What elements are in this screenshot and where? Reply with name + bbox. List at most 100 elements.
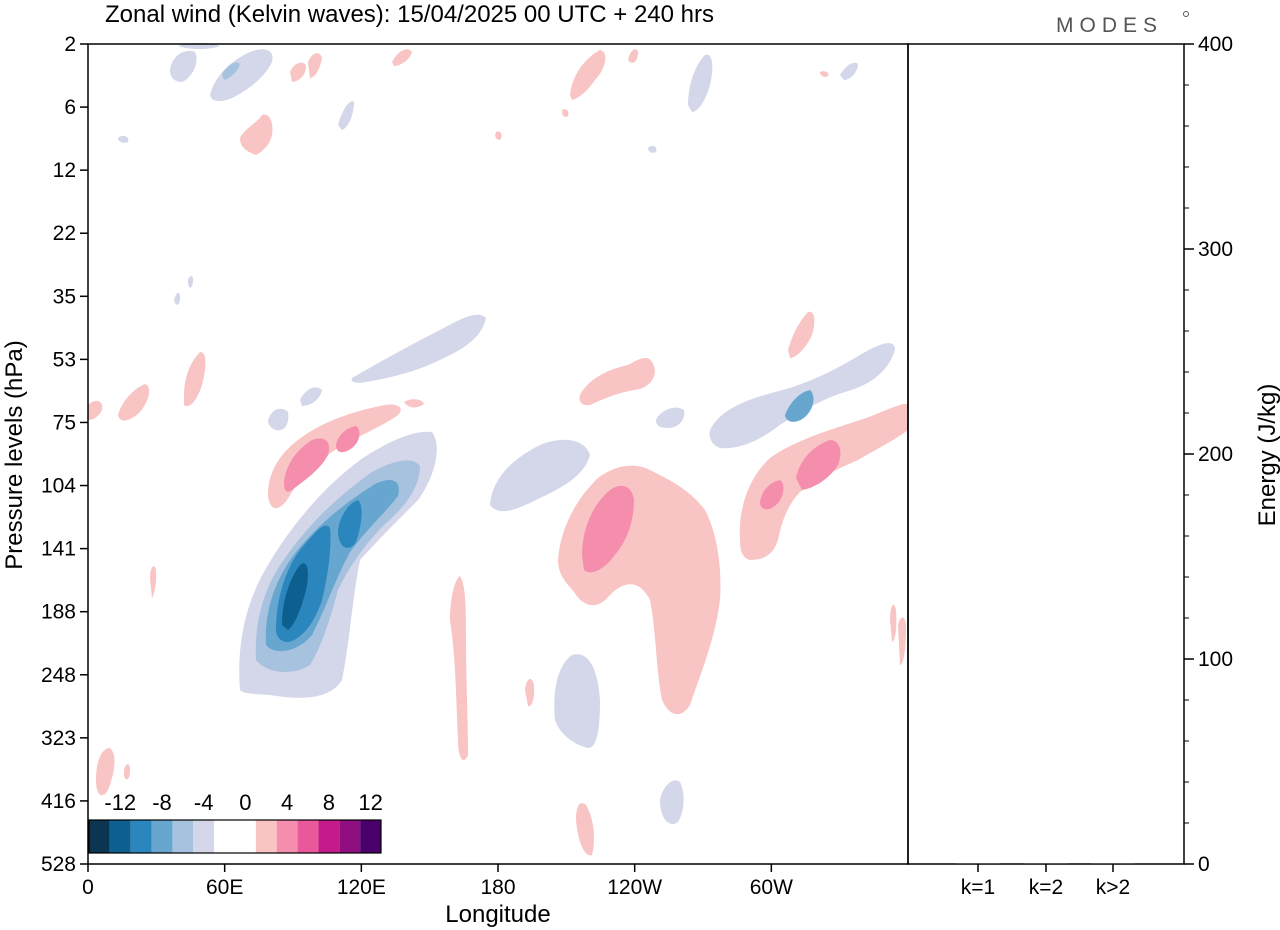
x-tick-label: 60E — [206, 876, 243, 899]
contour-pos-17 — [525, 678, 535, 707]
contour-neg-9 — [300, 387, 322, 406]
contour-pos-27 — [124, 764, 130, 780]
colorbar: -12 -8 -4 0 4 8 12 — [88, 790, 383, 854]
y-tick-label: 528 — [41, 853, 76, 876]
contour-neg-20 — [840, 62, 858, 80]
colorbar-swatch — [109, 820, 131, 853]
colorbar-label: 8 — [323, 790, 335, 815]
x-tick-label: 0 — [82, 876, 94, 899]
y-tick-label: 141 — [41, 538, 76, 561]
contour-pos-4 — [284, 438, 330, 492]
contour-pos-2 — [582, 485, 634, 573]
y-tick-label: 6 — [64, 96, 76, 119]
y-tick-label: 75 — [53, 411, 76, 434]
contour-neg-17 — [210, 49, 273, 102]
chart-title: Zonal wind (Kelvin waves): 15/04/2025 00… — [105, 1, 714, 28]
contour-pos-26 — [150, 566, 157, 598]
y-tick-label: 323 — [41, 727, 76, 750]
contour-pos-9 — [579, 358, 655, 406]
contour-pos-13 — [184, 352, 206, 407]
y-tick-label: 35 — [53, 285, 76, 308]
colorbar-frame — [88, 819, 382, 854]
colorbar-label: -12 — [104, 790, 136, 815]
pressure-axis: 2 6 12 22 35 53 75 104 141 188 248 323 416 528 — [41, 33, 88, 876]
y-tick-label: 188 — [41, 601, 76, 624]
y-tick-label: 104 — [41, 475, 76, 498]
longitude-axis: 0 60E 120E 180 120W 60W — [82, 864, 793, 899]
colorbar-label: -4 — [194, 790, 214, 815]
contour-neg-23 — [188, 276, 194, 288]
contour-pos-31 — [820, 71, 829, 77]
colorbar-label: 0 — [239, 790, 251, 815]
y-tick-label: 2 — [64, 33, 76, 56]
contour-pos-14 — [450, 576, 468, 760]
contour-neg-10 — [490, 439, 590, 512]
energy-tick-label: 400 — [1198, 33, 1233, 56]
contour-pos-7 — [796, 440, 841, 490]
colorbar-swatch — [214, 820, 235, 853]
modes-logo: MODES — [1056, 14, 1163, 37]
colorbar-swatch — [130, 820, 152, 853]
contour-neg-16 — [170, 50, 197, 82]
colorbar-swatch — [360, 820, 381, 853]
contour-pos-8 — [760, 480, 784, 510]
contour-neg-6 — [282, 563, 308, 630]
energy-tick-label: 200 — [1198, 443, 1233, 466]
contour-pos-23 — [628, 49, 638, 63]
y-axis-label: Pressure levels (hPa) — [1, 340, 28, 569]
energy-plot-frame — [907, 43, 1185, 865]
contour-neg-19 — [688, 54, 713, 112]
colorbar-swatch — [297, 820, 319, 853]
y-tick-label: 53 — [53, 348, 76, 371]
colorbar-swatch — [151, 820, 173, 853]
y-tick-label: 248 — [41, 664, 76, 687]
energy-axis-label: Energy (J/kg) — [1254, 384, 1280, 527]
contour-neg-24 — [118, 135, 129, 143]
contour-pos-21 — [392, 49, 412, 66]
colorbar-swatch — [172, 820, 194, 853]
contour-pos-24 — [890, 604, 897, 642]
contour-neg-15 — [656, 407, 685, 428]
contour-pos-18 — [240, 114, 273, 155]
y-tick-label: 416 — [41, 790, 76, 813]
colorbar-label: 12 — [358, 790, 382, 815]
y-tick-label: 22 — [53, 222, 76, 245]
contour-pos-6 — [739, 403, 908, 560]
energy-axis: 0 100 200 300 400 — [1184, 33, 1233, 876]
contour-pos-5 — [336, 426, 360, 453]
contour-pos-3 — [268, 404, 401, 509]
energy-bar — [956, 863, 1000, 864]
x-axis-label: Longitude — [445, 901, 550, 928]
colorbar-label: -8 — [152, 790, 172, 815]
colorbar-swatch — [276, 820, 298, 853]
contour-pos-19 — [290, 62, 306, 82]
contour-pos-15 — [96, 748, 115, 796]
energy-bars: k=1 k=2 k>2 — [956, 863, 1135, 899]
energy-bar — [1091, 863, 1135, 864]
colorbar-swatch — [235, 820, 256, 853]
colorbar-swatch — [255, 820, 277, 853]
energy-bar — [1024, 863, 1068, 864]
contour-neg-12 — [660, 780, 684, 824]
contour-pos-16 — [576, 803, 594, 856]
contour-pos-20 — [308, 53, 322, 78]
energy-category-label: k=1 — [961, 876, 995, 899]
contour-pos-28 — [562, 109, 569, 117]
x-tick-label: 120W — [607, 876, 662, 899]
contour-neg-21 — [338, 101, 354, 130]
y-tick-label: 12 — [53, 159, 76, 182]
contour-field — [88, 43, 908, 856]
contour-neg-5 — [338, 500, 362, 548]
contour-neg-7 — [351, 314, 486, 383]
contour-pos-30 — [404, 399, 424, 408]
contour-neg-22 — [174, 292, 180, 305]
contour-pos-10 — [788, 311, 815, 358]
registered-mark-icon — [1183, 11, 1189, 17]
colorbar-label: 4 — [281, 790, 293, 815]
x-tick-label: 120E — [337, 876, 386, 899]
contour-neg-14 — [785, 390, 814, 422]
contour-pos-11 — [118, 384, 150, 421]
contour-neg-25 — [648, 145, 657, 153]
energy-tick-label: 100 — [1198, 648, 1233, 671]
